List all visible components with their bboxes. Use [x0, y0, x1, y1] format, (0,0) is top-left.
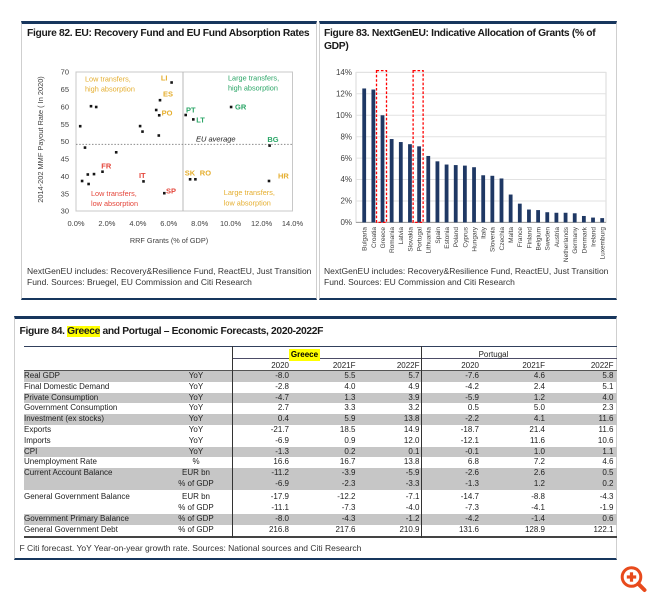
svg-text:Large transfers,: Large transfers,	[224, 188, 275, 197]
svg-text:40: 40	[61, 172, 69, 181]
svg-text:12%: 12%	[336, 90, 352, 99]
svg-text:6.0%: 6.0%	[160, 219, 177, 228]
svg-text:Lithuania: Lithuania	[426, 227, 433, 254]
svg-text:Sweden: Sweden	[545, 227, 552, 251]
svg-text:Estonia: Estonia	[444, 227, 451, 249]
svg-text:14%: 14%	[336, 68, 352, 77]
svg-text:RRF Grants (% of GDP): RRF Grants (% of GDP)	[130, 236, 208, 245]
svg-text:2.0%: 2.0%	[98, 219, 115, 228]
svg-text:60: 60	[61, 103, 69, 112]
svg-text:Slovakia: Slovakia	[407, 227, 414, 252]
svg-text:Low transfers,: Low transfers,	[91, 189, 137, 198]
svg-text:Romania: Romania	[389, 227, 396, 253]
svg-text:50: 50	[61, 137, 69, 146]
svg-text:12.0%: 12.0%	[251, 219, 273, 228]
svg-text:14.0%: 14.0%	[282, 219, 304, 228]
svg-text:Greece: Greece	[380, 227, 387, 249]
svg-text:Czechia: Czechia	[499, 227, 506, 251]
svg-text:2014-202 MMF Payout Rate ( In: 2014-202 MMF Payout Rate ( In 2020)	[36, 76, 45, 203]
svg-text:LI: LI	[161, 74, 168, 83]
svg-text:France: France	[517, 227, 524, 248]
svg-text:PO: PO	[162, 109, 173, 118]
svg-text:HR: HR	[278, 172, 289, 181]
svg-text:FR: FR	[101, 162, 112, 171]
svg-text:Large transfers,: Large transfers,	[228, 73, 279, 82]
svg-text:2%: 2%	[340, 197, 352, 206]
svg-text:45: 45	[61, 155, 69, 164]
svg-text:BG: BG	[267, 135, 278, 144]
svg-text:4%: 4%	[340, 175, 352, 184]
svg-text:PT: PT	[186, 105, 196, 114]
svg-text:10.0%: 10.0%	[220, 219, 242, 228]
svg-text:Denmark: Denmark	[581, 226, 588, 253]
svg-text:Cyprus: Cyprus	[462, 226, 469, 247]
svg-text:Ireland: Ireland	[590, 227, 597, 247]
svg-text:Slovenia: Slovenia	[490, 227, 497, 252]
svg-text:Germany: Germany	[572, 226, 579, 253]
svg-text:35: 35	[61, 189, 69, 198]
svg-text:high absorption: high absorption	[85, 84, 135, 93]
svg-text:30: 30	[61, 207, 69, 216]
svg-text:SP: SP	[166, 187, 176, 196]
svg-text:65: 65	[61, 85, 69, 94]
svg-text:0%: 0%	[340, 218, 352, 227]
svg-text:low absorption: low absorption	[91, 199, 138, 208]
svg-text:Portugal: Portugal	[417, 226, 424, 251]
svg-text:high absorption: high absorption	[228, 83, 278, 92]
svg-text:IT: IT	[139, 171, 146, 180]
svg-text:ES: ES	[163, 90, 173, 99]
svg-text:4.0%: 4.0%	[129, 219, 146, 228]
svg-text:LT: LT	[196, 115, 205, 124]
svg-text:Belgium: Belgium	[536, 227, 543, 250]
svg-text:Bulgaria: Bulgaria	[362, 227, 369, 251]
svg-text:low absorption: low absorption	[224, 199, 271, 208]
svg-text:Spain: Spain	[435, 227, 442, 244]
svg-text:SK: SK	[185, 168, 196, 177]
svg-text:Italy: Italy	[481, 226, 488, 239]
svg-text:Croatia: Croatia	[371, 227, 378, 248]
svg-text:Netherlands: Netherlands	[563, 226, 570, 262]
svg-text:Hungary: Hungary	[471, 226, 478, 251]
svg-text:55: 55	[61, 120, 69, 129]
svg-text:Luxemburg: Luxemburg	[600, 227, 607, 260]
svg-text:Finland: Finland	[526, 227, 533, 249]
svg-text:Poland: Poland	[453, 227, 460, 248]
svg-text:8%: 8%	[340, 132, 352, 141]
svg-text:Latvia: Latvia	[398, 227, 405, 245]
svg-text:Austria: Austria	[554, 227, 561, 248]
svg-text:Low transfers,: Low transfers,	[85, 74, 131, 83]
svg-text:8.0%: 8.0%	[191, 219, 208, 228]
svg-text:70: 70	[61, 68, 69, 77]
svg-text:GR: GR	[235, 102, 247, 111]
svg-text:6%: 6%	[340, 154, 352, 163]
svg-text:Malta: Malta	[508, 227, 515, 243]
svg-text:EU average: EU average	[196, 135, 236, 144]
svg-text:0.0%: 0.0%	[67, 219, 84, 228]
svg-text:10%: 10%	[336, 111, 352, 120]
svg-text:RO: RO	[200, 168, 211, 177]
